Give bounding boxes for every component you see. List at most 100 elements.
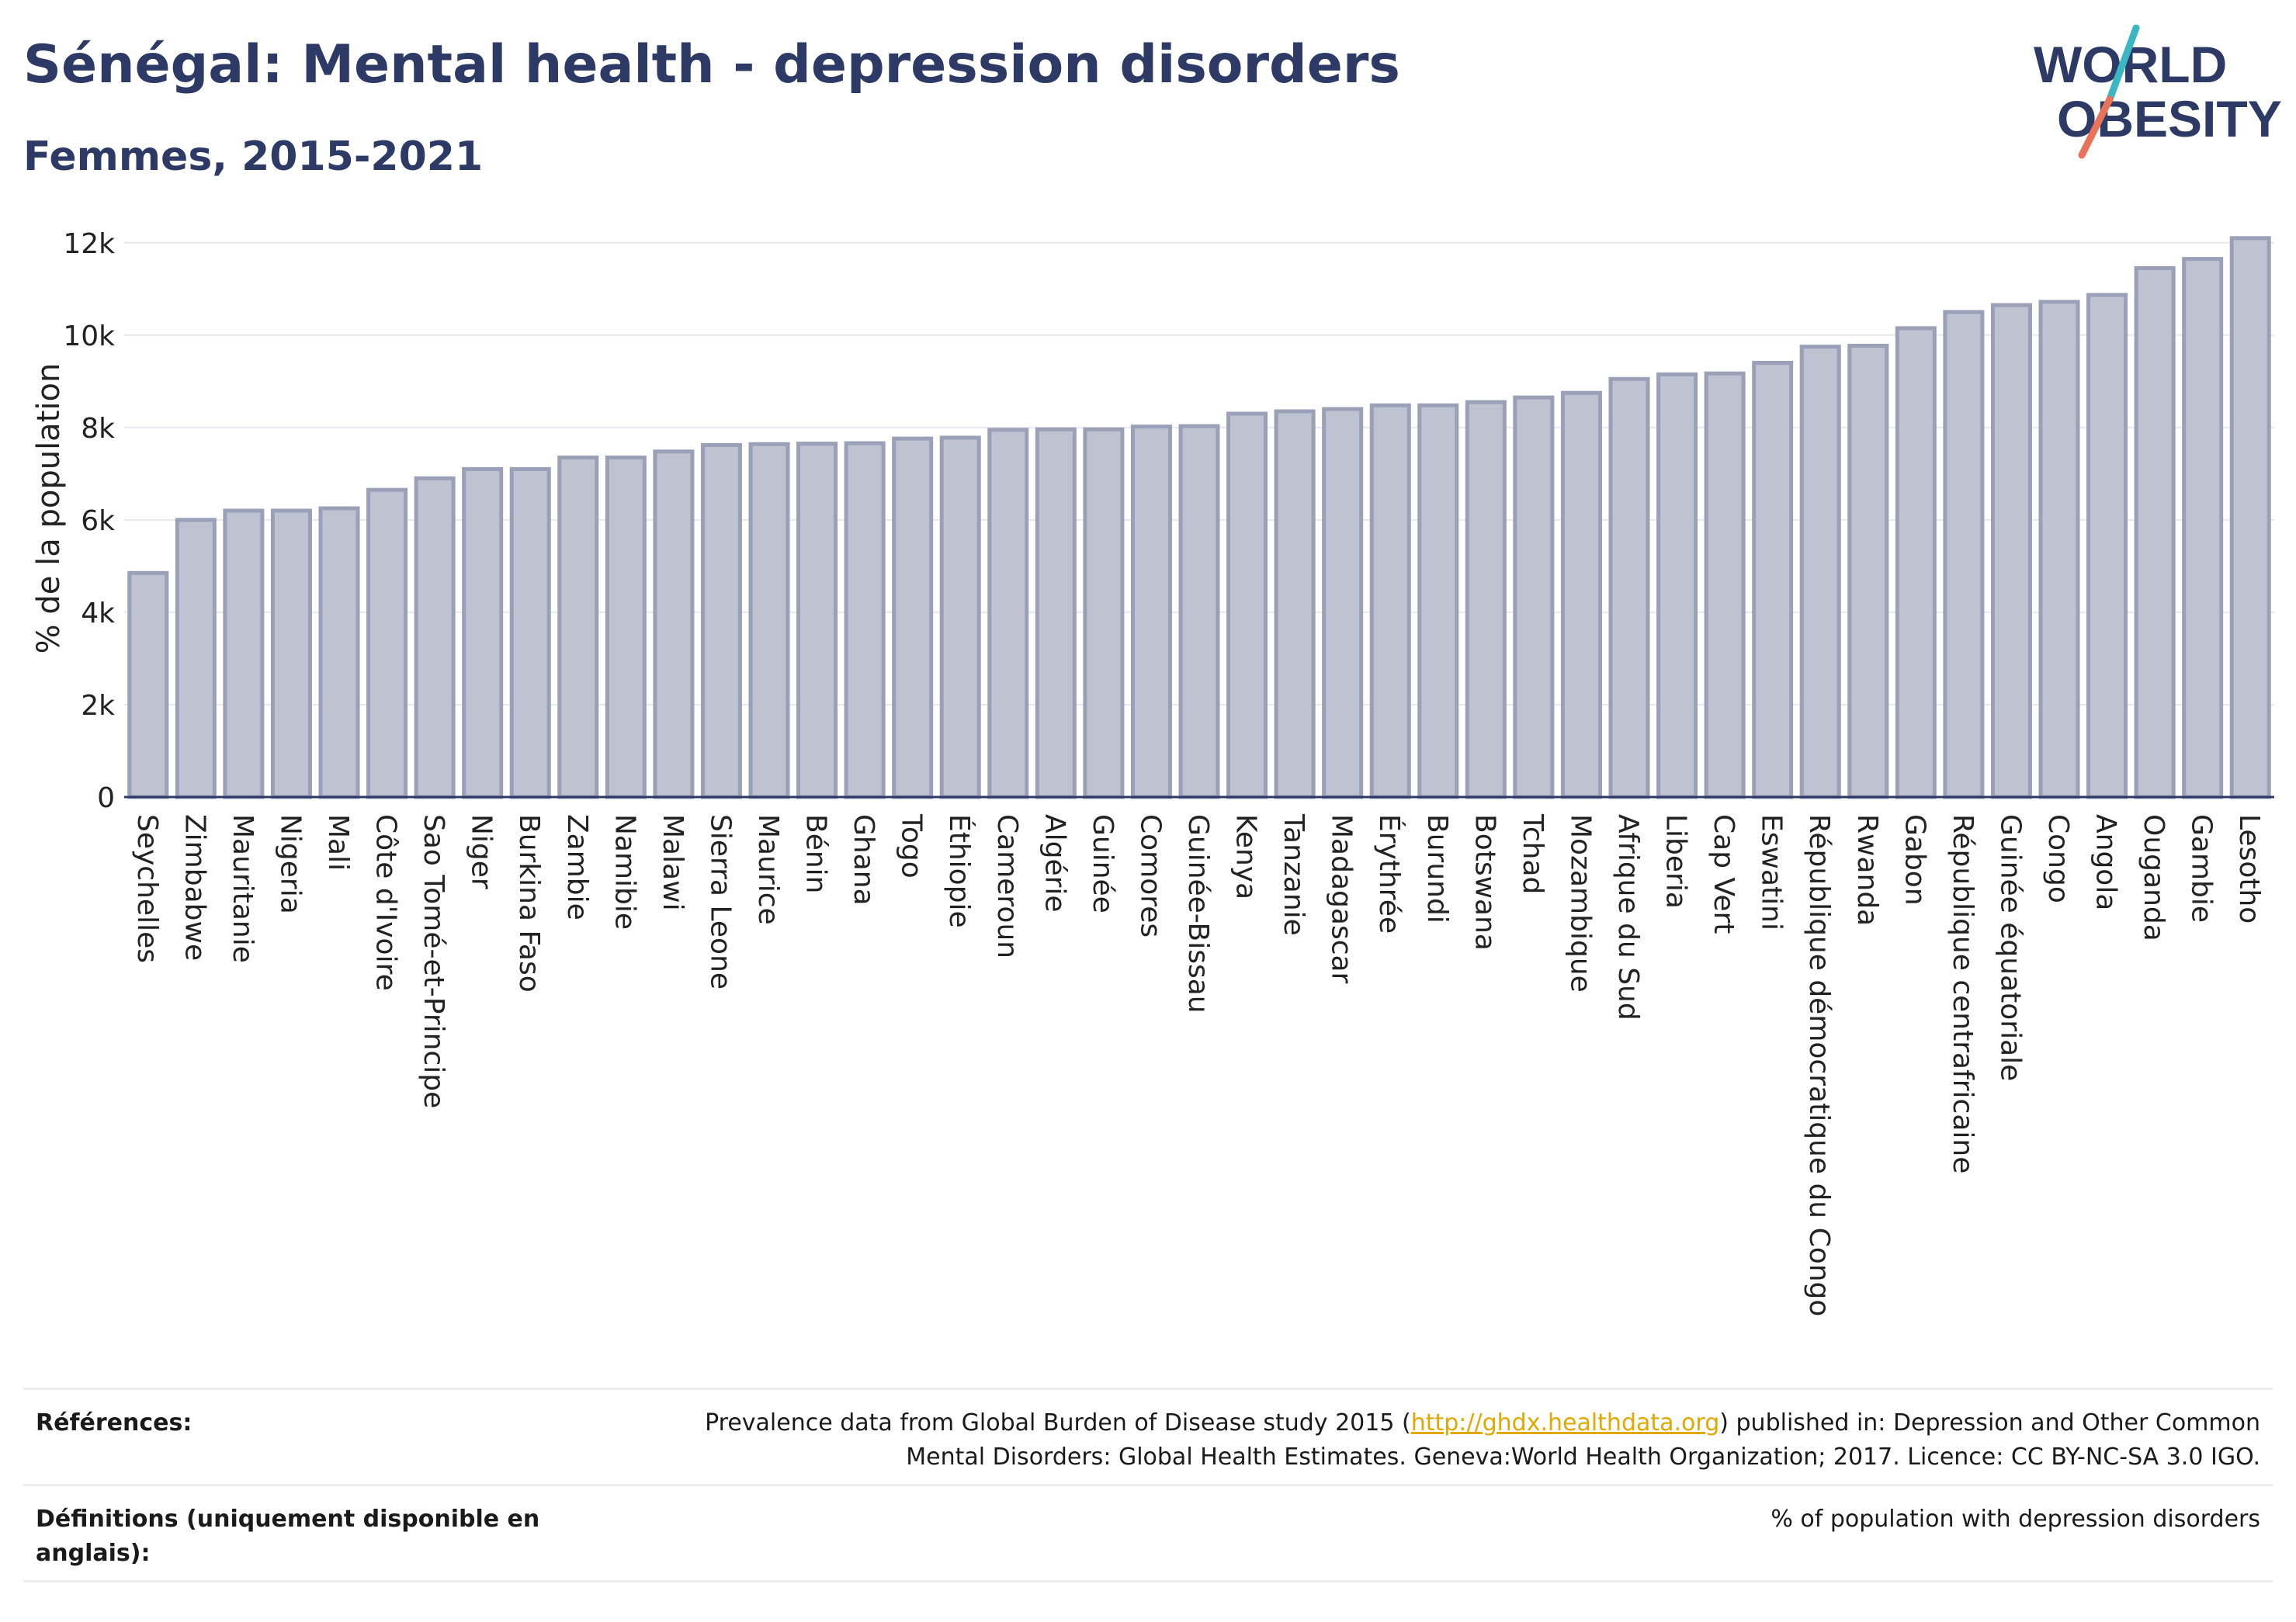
logo-line2: OBESITY	[2057, 90, 2282, 147]
bar	[748, 442, 790, 799]
chart-subtitle: Femmes, 2015-2021	[23, 133, 484, 180]
x-tick-label: Tchad	[1517, 813, 1549, 894]
x-tick-label: Gabon	[1899, 814, 1930, 906]
x-tick-label: République centrafricaine	[1947, 814, 1979, 1173]
definitions-label-line1: Définitions (uniquement disponible en	[36, 1506, 540, 1533]
x-tick-label: Niger	[466, 814, 498, 889]
x-tick-label: Lesotho	[2233, 814, 2265, 924]
x-tick-label: Eswatini	[1756, 814, 1788, 931]
bar	[1226, 411, 1268, 799]
references-text: Prevalence data from Global Burden of Di…	[705, 1406, 2260, 1475]
logo-slash-coral	[2078, 95, 2114, 159]
bar	[1465, 400, 1507, 799]
bar	[557, 456, 599, 799]
x-tick-label: Ghana	[848, 814, 879, 906]
bar	[1990, 303, 2032, 799]
footer-separator-mid	[23, 1484, 2273, 1486]
footer-separator-top	[23, 1388, 2273, 1390]
bar	[939, 435, 981, 799]
bar	[653, 449, 695, 799]
y-tick-label: 6k	[81, 505, 115, 537]
chart-title: Sénégal: Mental health - depression diso…	[23, 34, 1400, 95]
bar	[366, 487, 408, 799]
bar	[1035, 427, 1077, 799]
x-tick-label: Sierra Leone	[704, 814, 736, 989]
x-tick-label: Comores	[1134, 814, 1166, 938]
bar	[1083, 427, 1125, 799]
bar	[844, 441, 886, 799]
x-tick-label: Zimbabwe	[179, 814, 210, 961]
bar	[1895, 326, 1937, 799]
x-tick-label: Afrique du Sud	[1612, 814, 1644, 1021]
bar	[2182, 257, 2224, 799]
logo-slash-teal	[2106, 24, 2140, 103]
bar	[1656, 372, 1698, 799]
y-tick-label: 12k	[63, 228, 115, 260]
x-tick-label: Zambie	[561, 814, 593, 920]
x-tick-label: Kenya	[1230, 814, 1262, 899]
bar	[1847, 343, 1889, 799]
bar	[223, 508, 265, 799]
x-tick-label: Burkina Faso	[513, 814, 545, 993]
x-tick-label: Éthiopie	[943, 814, 976, 928]
bar-chart: 0 2k 4k 6k 8k 10k 12k % de la population Seychel…	[31, 228, 2274, 1316]
bar	[127, 570, 169, 799]
y-axis-label: % de la population	[31, 363, 67, 654]
bar	[2038, 300, 2080, 799]
x-tick-label: Liberia	[1660, 814, 1692, 909]
x-tick-label: Gambie	[2186, 814, 2218, 923]
x-tick-label: Angola	[2090, 814, 2122, 910]
bar	[1943, 310, 1985, 799]
y-tick-label: 4k	[81, 598, 115, 629]
bar	[1608, 376, 1650, 799]
x-tick-label: Guinée	[1087, 814, 1119, 913]
y-tick-label: 10k	[63, 321, 115, 352]
x-tick-label: République démocratique du Congo	[1803, 814, 1835, 1316]
bar	[1704, 371, 1746, 799]
definitions-label-line2: anglais):	[36, 1540, 151, 1567]
references-pre: Prevalence data from Global Burden of Di…	[705, 1409, 1411, 1437]
definitions-text: % of population with depression disorder…	[1771, 1506, 2260, 1533]
references-link[interactable]: http://ghdx.healthdata.org	[1410, 1409, 1720, 1437]
bar	[270, 508, 312, 799]
x-tick-label: Ouganda	[2138, 814, 2169, 941]
bar	[1513, 395, 1555, 799]
bar	[318, 506, 360, 799]
bar	[1274, 409, 1316, 799]
bar	[1560, 390, 1602, 799]
x-tick-label: Cameroun	[991, 814, 1023, 958]
bar	[1322, 407, 1364, 799]
bar	[700, 442, 742, 799]
x-tick-label: Malawi	[657, 814, 688, 911]
references-post: ) published in: Depression and Other Com…	[1719, 1409, 2260, 1437]
x-tick-label: Madagascar	[1326, 814, 1358, 984]
bar	[1752, 361, 1794, 799]
x-tick-label: Mozambique	[1564, 814, 1596, 993]
y-tick-label: 0	[97, 782, 115, 814]
x-tick-label: Mali	[322, 814, 354, 871]
x-tick-label: Cap Vert	[1708, 814, 1739, 934]
x-tick-label: Rwanda	[1851, 814, 1883, 926]
x-tick-label: Congo	[2042, 814, 2074, 903]
bar	[2229, 236, 2271, 799]
y-tick-label: 8k	[81, 413, 115, 445]
x-tick-label: Érythrée	[1373, 814, 1406, 934]
x-tick-label: Mauritanie	[227, 814, 258, 963]
footer-separator-bottom	[23, 1580, 2273, 1582]
bar	[2134, 265, 2176, 799]
bar	[1369, 403, 1411, 799]
bar	[462, 466, 504, 799]
references-line2: Mental Disorders: Global Health Estimate…	[906, 1444, 2260, 1471]
x-tick-label: Maurice	[752, 814, 784, 925]
x-tick-label: Côte d'Ivoire	[370, 814, 402, 991]
bar	[892, 436, 934, 799]
bar	[1799, 345, 1841, 799]
x-tick-label: Togo	[896, 813, 928, 879]
x-tick-label: Botswana	[1469, 814, 1500, 951]
bar	[414, 476, 456, 799]
definitions-label: Définitions (uniquement disponible en an…	[36, 1502, 539, 1571]
bar	[175, 518, 217, 799]
bar	[987, 428, 1029, 799]
x-tick-label: Burundi	[1421, 814, 1453, 924]
references-label: Références:	[36, 1409, 192, 1437]
